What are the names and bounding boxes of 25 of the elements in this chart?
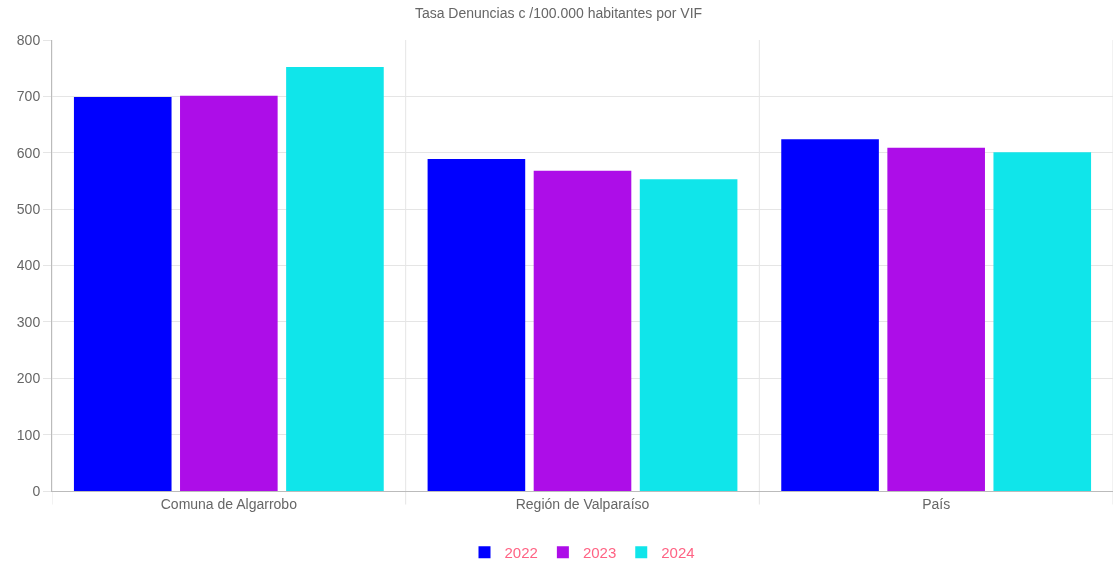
bar — [993, 152, 1092, 491]
y-tick-label: 600 — [16, 144, 41, 161]
bar — [887, 147, 985, 491]
bar — [286, 67, 384, 491]
y-tick-label: 300 — [16, 313, 41, 330]
bar — [533, 170, 632, 491]
y-tick-label: 400 — [16, 257, 41, 274]
bar — [781, 139, 879, 491]
legend-label: 2022 — [504, 544, 538, 562]
y-tick-label: 100 — [16, 426, 41, 443]
legend-label: 2024 — [661, 544, 695, 562]
y-tick-label: 800 — [16, 31, 41, 48]
chart-title: Tasa Denuncias c /100.000 habitantes por VIF — [414, 5, 703, 22]
bar — [639, 179, 738, 491]
bar — [427, 158, 526, 491]
legend-label: 2023 — [582, 544, 617, 562]
y-tick-label: 200 — [16, 370, 41, 387]
y-tick-label: 700 — [16, 88, 41, 105]
bar — [180, 95, 278, 491]
x-tick-label: Comuna de Algarrobo — [160, 495, 298, 512]
bar — [73, 96, 172, 491]
y-tick-label: 500 — [16, 201, 41, 218]
y-tick-label: 0 — [32, 482, 41, 499]
x-tick-label: País — [922, 495, 951, 512]
x-tick-label: Región de Valparaíso — [515, 495, 650, 512]
